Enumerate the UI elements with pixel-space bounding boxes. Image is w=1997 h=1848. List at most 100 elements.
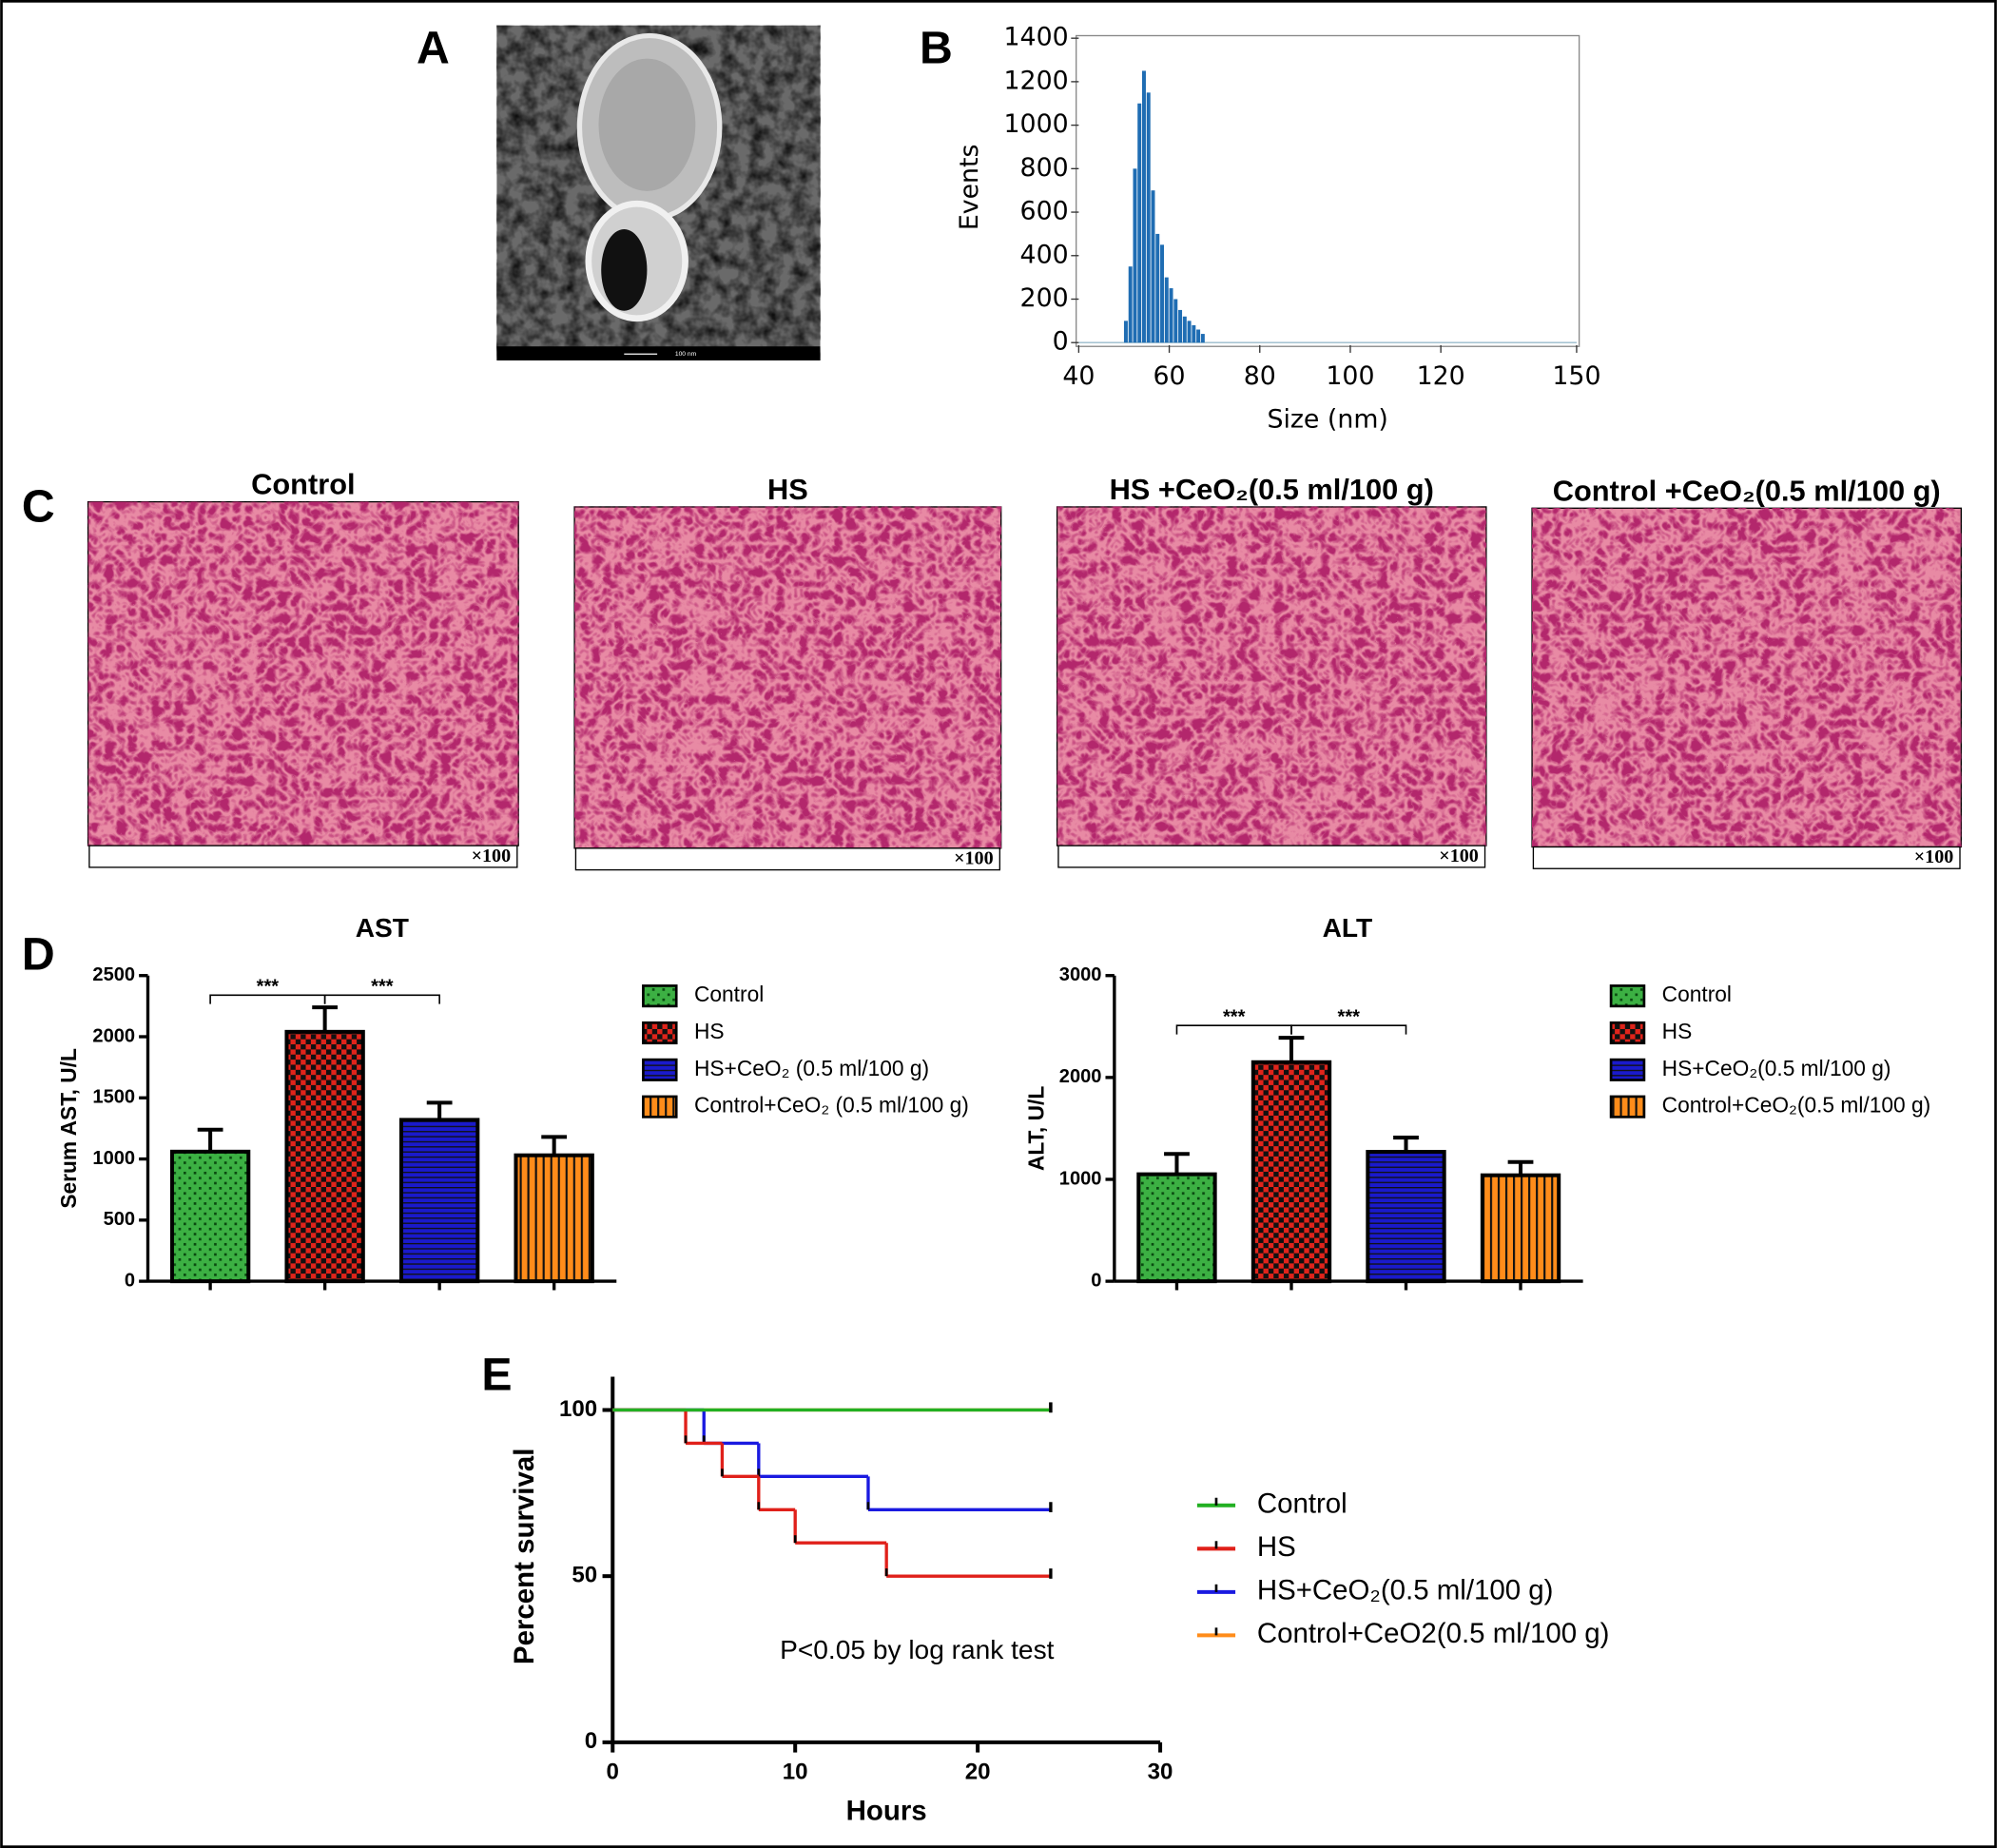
y-tick-label: 3000 bbox=[1059, 964, 1102, 985]
significance-label: *** bbox=[371, 977, 394, 998]
y-axis-label: Events bbox=[955, 145, 984, 231]
plot-frame bbox=[1076, 34, 1580, 347]
error-bar bbox=[426, 1100, 453, 1120]
x-tick-label: 100 bbox=[1326, 361, 1374, 391]
y-tick-label: 100 bbox=[559, 1396, 597, 1422]
legend-label: Control+CeO₂ (0.5 ml/100 g) bbox=[694, 1093, 969, 1118]
histology-texture bbox=[1057, 506, 1486, 846]
bar bbox=[169, 1149, 251, 1284]
panel-label: E bbox=[481, 1350, 512, 1401]
histogram-bar bbox=[1182, 316, 1187, 343]
significance-bracket bbox=[1290, 1024, 1407, 1035]
x-tick-label: 40 bbox=[1062, 361, 1095, 391]
y-tick-label: 0 bbox=[1091, 1270, 1101, 1291]
legend-label: Control bbox=[1257, 1488, 1347, 1520]
bar bbox=[284, 1029, 365, 1284]
panel-label: D bbox=[22, 929, 55, 981]
legend-swatch bbox=[1609, 1021, 1646, 1045]
histogram-bar bbox=[1160, 244, 1164, 343]
legend-swatch bbox=[642, 1021, 678, 1045]
error-bar bbox=[541, 1135, 568, 1156]
bar bbox=[1366, 1150, 1446, 1284]
error-bar bbox=[1164, 1152, 1190, 1175]
y-tick-label: 0 bbox=[1053, 327, 1069, 357]
histogram-bar bbox=[1187, 321, 1192, 343]
x-tick-label: 80 bbox=[1244, 361, 1276, 391]
histogram-bar bbox=[1151, 190, 1155, 343]
histogram-bar bbox=[1164, 277, 1169, 343]
significance-label: *** bbox=[257, 977, 280, 998]
chart-title: ALT bbox=[1323, 913, 1373, 943]
histogram-bar bbox=[1169, 288, 1173, 343]
x-tick-label: 120 bbox=[1417, 361, 1465, 391]
y-tick-label: 1400 bbox=[1004, 23, 1069, 52]
legend-label: Control bbox=[1662, 982, 1732, 1006]
bar bbox=[1480, 1173, 1561, 1284]
y-tick-label: 0 bbox=[585, 1728, 597, 1754]
legend-label: HS+CeO₂ (0.5 ml/100 g) bbox=[694, 1056, 929, 1080]
legend-label: HS+CeO₂(0.5 ml/100 g) bbox=[1662, 1056, 1891, 1080]
y-tick-label: 1000 bbox=[1004, 109, 1069, 139]
legend-label: HS bbox=[694, 1019, 725, 1043]
micrograph-title: HS +CeO₂(0.5 ml/100 g) bbox=[1110, 473, 1434, 506]
scale-bar-label: 100 nm bbox=[675, 351, 697, 358]
x-tick-label: 0 bbox=[607, 1759, 619, 1784]
error-bar bbox=[1393, 1136, 1419, 1153]
y-tick-label: 1500 bbox=[92, 1087, 135, 1108]
y-tick-label: 2000 bbox=[92, 1025, 135, 1046]
y-tick-label: 800 bbox=[1020, 153, 1069, 183]
legend-label: Control bbox=[694, 982, 764, 1006]
legend-label: Control+CeO₂(0.5 ml/100 g) bbox=[1662, 1093, 1931, 1118]
bar bbox=[1251, 1060, 1332, 1284]
y-tick-label: 1000 bbox=[92, 1148, 135, 1169]
legend-swatch bbox=[642, 984, 678, 1008]
chart-title: AST bbox=[356, 913, 409, 943]
legend-swatch bbox=[642, 1058, 678, 1081]
magnification-label: ×100 bbox=[1914, 846, 1954, 867]
error-bar bbox=[197, 1127, 223, 1152]
legend-label: HS+CeO₂(0.5 ml/100 g) bbox=[1257, 1575, 1554, 1606]
micrograph: 100 nm bbox=[496, 25, 821, 360]
magnification-box bbox=[1057, 845, 1486, 868]
histogram-bar bbox=[1200, 334, 1205, 343]
y-axis-label: Serum AST, U/L bbox=[56, 1048, 81, 1209]
magnification-box bbox=[1532, 846, 1961, 869]
y-tick-label: 0 bbox=[125, 1270, 135, 1291]
histogram-bar bbox=[1137, 103, 1142, 343]
legend-swatch bbox=[1609, 1058, 1646, 1081]
micrograph-title: Control +CeO₂(0.5 ml/100 g) bbox=[1553, 474, 1941, 507]
x-tick-label: 150 bbox=[1552, 361, 1600, 391]
micrograph-title: HS bbox=[767, 473, 808, 506]
histology-texture bbox=[574, 506, 1001, 848]
legend-swatch bbox=[642, 1095, 678, 1119]
x-tick-label: 60 bbox=[1154, 361, 1186, 391]
histology-texture bbox=[1532, 508, 1962, 847]
bar bbox=[398, 1118, 480, 1284]
panel-label: C bbox=[22, 480, 55, 532]
y-tick-label: 50 bbox=[572, 1563, 597, 1588]
x-axis-label: Hours bbox=[846, 1795, 927, 1826]
significance-label: *** bbox=[1338, 1006, 1361, 1027]
x-tick-label: 10 bbox=[783, 1759, 808, 1784]
y-tick-label: 600 bbox=[1020, 197, 1069, 226]
legend-label: Control+CeO2(0.5 ml/100 g) bbox=[1257, 1618, 1610, 1649]
panel-label: A bbox=[417, 22, 450, 73]
bar bbox=[1136, 1172, 1217, 1284]
y-tick-label: 500 bbox=[104, 1209, 136, 1230]
histogram-bar bbox=[1178, 309, 1183, 343]
significance-label: *** bbox=[1223, 1006, 1246, 1027]
y-tick-label: 200 bbox=[1020, 283, 1069, 313]
histogram-bar bbox=[1155, 233, 1160, 343]
histogram-bar bbox=[1128, 266, 1133, 343]
y-axis-label: ALT, U/L bbox=[1024, 1086, 1049, 1171]
legend-swatch bbox=[1609, 984, 1646, 1008]
error-bar bbox=[312, 1005, 339, 1032]
legend-label: HS bbox=[1257, 1531, 1296, 1563]
histogram-bar bbox=[1146, 92, 1151, 343]
bar bbox=[514, 1153, 594, 1284]
y-tick-label: 400 bbox=[1020, 240, 1069, 269]
micrograph-title: Control bbox=[251, 468, 355, 501]
histogram-bar bbox=[1196, 329, 1201, 343]
